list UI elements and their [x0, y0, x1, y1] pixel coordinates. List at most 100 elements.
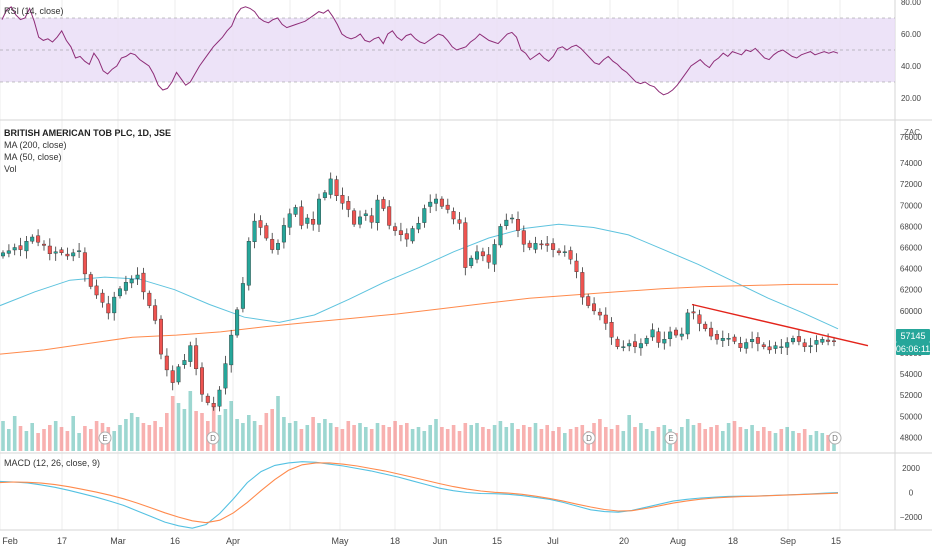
- candle[interactable]: [633, 341, 638, 347]
- candle[interactable]: [12, 247, 17, 251]
- candle[interactable]: [755, 337, 760, 344]
- event-marker[interactable]: D: [582, 431, 596, 445]
- candle[interactable]: [305, 217, 310, 224]
- candle[interactable]: [539, 243, 544, 246]
- candle[interactable]: [592, 303, 597, 312]
- candle[interactable]: [533, 243, 538, 250]
- event-marker[interactable]: D: [206, 431, 220, 445]
- candle[interactable]: [674, 329, 679, 336]
- candle[interactable]: [287, 213, 292, 228]
- candle[interactable]: [170, 370, 175, 383]
- candle[interactable]: [223, 363, 228, 389]
- candle[interactable]: [117, 288, 122, 297]
- candle[interactable]: [129, 279, 134, 284]
- candle[interactable]: [393, 226, 398, 231]
- candle[interactable]: [293, 207, 298, 215]
- candle[interactable]: [123, 282, 128, 291]
- candle[interactable]: [527, 242, 532, 248]
- candle[interactable]: [65, 253, 70, 257]
- candle[interactable]: [521, 230, 526, 245]
- candle[interactable]: [498, 226, 503, 246]
- candle[interactable]: [317, 198, 322, 225]
- candle[interactable]: [106, 303, 111, 314]
- candle[interactable]: [387, 206, 392, 226]
- candle[interactable]: [791, 338, 796, 343]
- candle[interactable]: [270, 239, 275, 250]
- candle[interactable]: [638, 343, 643, 349]
- candle[interactable]: [6, 250, 11, 254]
- candle[interactable]: [469, 257, 474, 266]
- candle[interactable]: [457, 219, 462, 224]
- candle[interactable]: [445, 204, 450, 210]
- candle[interactable]: [299, 206, 304, 226]
- candle[interactable]: [328, 178, 333, 195]
- macd-panel[interactable]: [0, 461, 839, 529]
- candle[interactable]: [644, 338, 649, 344]
- candle[interactable]: [475, 251, 480, 260]
- candle[interactable]: [586, 296, 591, 306]
- candle[interactable]: [451, 211, 456, 220]
- candle[interactable]: [650, 329, 655, 338]
- candle[interactable]: [814, 340, 819, 345]
- candle[interactable]: [182, 360, 187, 365]
- candle[interactable]: [726, 338, 731, 340]
- candle[interactable]: [785, 342, 790, 348]
- candle[interactable]: [18, 245, 23, 250]
- candle[interactable]: [141, 272, 146, 293]
- candle[interactable]: [832, 340, 837, 342]
- candle[interactable]: [556, 250, 561, 253]
- candle[interactable]: [668, 331, 673, 339]
- candle[interactable]: [252, 220, 257, 243]
- candle[interactable]: [615, 338, 620, 347]
- candle[interactable]: [100, 292, 105, 303]
- candle[interactable]: [404, 233, 409, 240]
- candle[interactable]: [381, 199, 386, 209]
- candle[interactable]: [820, 339, 825, 343]
- candle[interactable]: [697, 314, 702, 324]
- candle[interactable]: [30, 236, 35, 242]
- candle[interactable]: [276, 243, 281, 250]
- candle[interactable]: [551, 243, 556, 250]
- candle[interactable]: [258, 220, 263, 228]
- candle[interactable]: [82, 252, 87, 275]
- candle[interactable]: [194, 345, 199, 370]
- candle[interactable]: [621, 346, 626, 348]
- candle[interactable]: [88, 274, 93, 287]
- candle[interactable]: [416, 222, 421, 230]
- candle[interactable]: [603, 314, 608, 324]
- candle[interactable]: [703, 323, 708, 329]
- candle[interactable]: [504, 219, 509, 227]
- candle[interactable]: [709, 327, 714, 337]
- event-marker[interactable]: D: [828, 431, 842, 445]
- candle[interactable]: [363, 213, 368, 216]
- candle[interactable]: [240, 283, 245, 309]
- candle[interactable]: [808, 345, 813, 347]
- candle[interactable]: [1, 252, 5, 257]
- candle[interactable]: [334, 179, 339, 197]
- candle[interactable]: [574, 260, 579, 273]
- candle[interactable]: [486, 254, 491, 263]
- candle[interactable]: [720, 338, 725, 341]
- candle[interactable]: [153, 305, 158, 321]
- candle[interactable]: [662, 339, 667, 344]
- candle[interactable]: [281, 225, 286, 243]
- candle[interactable]: [761, 344, 766, 347]
- candle[interactable]: [47, 245, 52, 255]
- candle[interactable]: [439, 198, 444, 207]
- candle[interactable]: [773, 345, 778, 349]
- trendline[interactable]: [691, 303, 869, 347]
- candle[interactable]: [463, 222, 468, 268]
- candle[interactable]: [562, 251, 567, 253]
- candle[interactable]: [691, 311, 696, 314]
- candle[interactable]: [42, 243, 47, 246]
- candle[interactable]: [744, 342, 749, 349]
- candle[interactable]: [510, 217, 515, 220]
- candle[interactable]: [398, 230, 403, 236]
- candle[interactable]: [627, 343, 632, 347]
- candle[interactable]: [135, 274, 140, 279]
- candle[interactable]: [176, 366, 181, 383]
- candle[interactable]: [685, 312, 690, 335]
- event-marker[interactable]: E: [664, 431, 678, 445]
- candle[interactable]: [264, 225, 269, 239]
